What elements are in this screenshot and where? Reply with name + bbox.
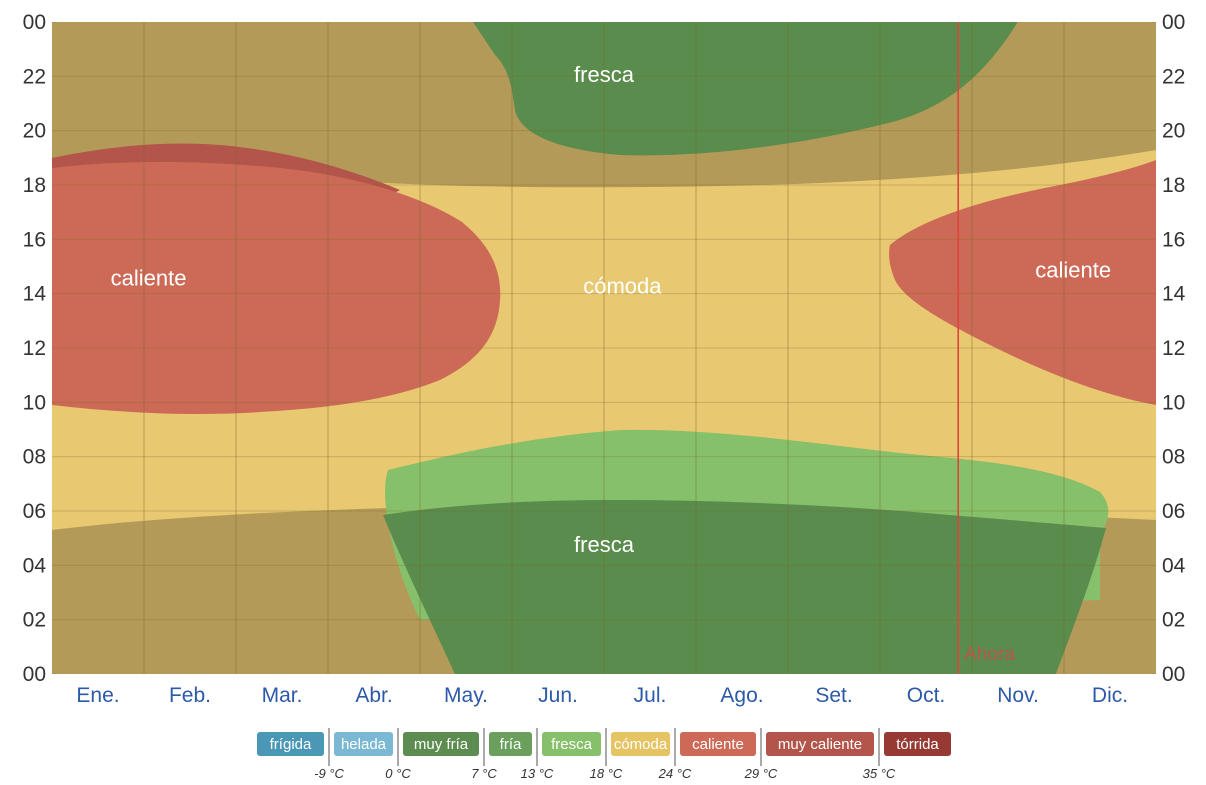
legend-label: fresca xyxy=(551,736,593,753)
region-label: caliente xyxy=(1035,257,1111,282)
y-tick-label-right: 02 xyxy=(1162,609,1185,632)
legend-label: frígida xyxy=(270,736,312,753)
legend: frígida helada muy fría fría fresca cómoda cal… xyxy=(257,728,951,781)
region-fresca-top xyxy=(473,22,1018,156)
legend-threshold: 13 °C xyxy=(521,766,554,781)
legend-label: tórrida xyxy=(896,736,939,753)
legend-swatch xyxy=(334,732,393,756)
x-tick-label: Set. xyxy=(815,684,852,707)
legend-label: fría xyxy=(500,736,522,753)
y-tick-label-left: 16 xyxy=(23,228,46,251)
y-tick-label-right: 00 xyxy=(1162,11,1185,34)
legend-swatch xyxy=(611,732,670,756)
legend-label: helada xyxy=(341,736,387,753)
region-labels: fresca caliente cómoda caliente fresca Ahora xyxy=(111,62,1111,665)
x-tick-label: Feb. xyxy=(169,684,211,707)
legend-threshold: 35 °C xyxy=(863,766,896,781)
y-tick-label-left: 18 xyxy=(23,174,46,197)
x-tick-label: Oct. xyxy=(907,684,946,707)
region-label: fresca xyxy=(574,532,635,557)
x-tick-label: Ene. xyxy=(76,684,119,707)
y-tick-label-right: 12 xyxy=(1162,337,1185,360)
region-label: fresca xyxy=(574,62,635,87)
y-tick-label-left: 22 xyxy=(23,65,46,88)
x-tick-label: Jun. xyxy=(538,684,578,707)
y-tick-label-left: 20 xyxy=(23,120,46,143)
y-tick-label-right: 10 xyxy=(1162,391,1185,414)
y-tick-label-right: 18 xyxy=(1162,174,1185,197)
legend-label: muy caliente xyxy=(778,736,862,753)
legend-threshold: -9 °C xyxy=(314,766,344,781)
plot-area: fresca caliente cómoda caliente fresca Ahora xyxy=(52,22,1156,674)
y-tick-label-right: 04 xyxy=(1162,554,1186,577)
region-label: caliente xyxy=(111,266,187,291)
y-tick-label-right: 22 xyxy=(1162,65,1185,88)
legend-swatch xyxy=(680,732,756,756)
y-tick-label-right: 06 xyxy=(1162,500,1185,523)
y-axis-left: 00 02 04 06 08 10 12 14 16 18 20 22 00 xyxy=(23,11,47,686)
legend-swatch xyxy=(884,732,951,756)
y-tick-label-left: 08 xyxy=(23,446,46,469)
region-caliente-right xyxy=(889,160,1156,405)
legend-threshold: 0 °C xyxy=(385,766,411,781)
x-tick-label: May. xyxy=(444,684,488,707)
now-label: Ahora xyxy=(964,644,1015,665)
y-tick-label-left: 02 xyxy=(23,609,46,632)
y-tick-label-left: 06 xyxy=(23,500,46,523)
y-tick-label-right: 14 xyxy=(1162,283,1186,306)
y-tick-label-left: 14 xyxy=(23,283,47,306)
x-tick-label: Ago. xyxy=(720,684,763,707)
y-tick-label-left: 00 xyxy=(23,663,46,686)
legend-swatch xyxy=(542,732,601,756)
x-tick-label: Mar. xyxy=(262,684,303,707)
legend-threshold: 29 °C xyxy=(744,766,778,781)
y-tick-label-left: 04 xyxy=(23,554,47,577)
y-tick-label-right: 00 xyxy=(1162,663,1185,686)
grid xyxy=(52,22,1156,674)
y-tick-label-right: 20 xyxy=(1162,120,1185,143)
x-tick-label: Dic. xyxy=(1092,684,1128,707)
region-caliente-left xyxy=(52,162,501,414)
x-tick-label: Nov. xyxy=(997,684,1039,707)
legend-label: caliente xyxy=(692,736,744,753)
y-tick-label-left: 10 xyxy=(23,391,46,414)
x-tick-label: Jul. xyxy=(634,684,667,707)
region-label: cómoda xyxy=(583,274,662,299)
y-axis-right: 00 02 04 06 08 10 12 14 16 18 20 22 00 xyxy=(1162,11,1186,686)
legend-swatch xyxy=(489,732,532,756)
legend-threshold: 7 °C xyxy=(471,766,497,781)
legend-label: muy fría xyxy=(414,736,469,753)
region-fresca-bottom xyxy=(383,500,1106,674)
legend-swatch xyxy=(403,732,479,756)
legend-swatch xyxy=(766,732,874,756)
y-tick-label-left: 00 xyxy=(23,11,46,34)
legend-threshold: 24 °C xyxy=(658,766,692,781)
y-tick-label-right: 08 xyxy=(1162,446,1185,469)
legend-label: cómoda xyxy=(614,736,668,753)
x-axis: Ene. Feb. Mar. Abr. May. Jun. Jul. Ago. Set. Oct.… xyxy=(76,684,1128,707)
legend-threshold: 18 °C xyxy=(590,766,623,781)
y-tick-label-right: 16 xyxy=(1162,228,1185,251)
y-tick-label-left: 12 xyxy=(23,337,46,360)
legend-swatch xyxy=(257,732,324,756)
x-tick-label: Abr. xyxy=(355,684,392,707)
